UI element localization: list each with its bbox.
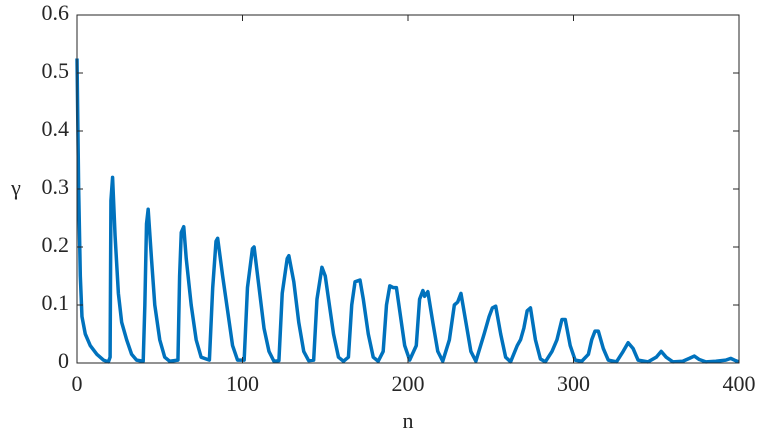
y-tick-label: 0.3: [42, 174, 70, 199]
y-tick-label: 0.2: [42, 232, 70, 257]
data-line: [75, 58, 740, 364]
y-tick-label: 0: [58, 348, 69, 373]
x-tick-label: 400: [723, 371, 756, 396]
y-tick-label: 0.5: [42, 58, 70, 83]
x-tick-label: 300: [557, 371, 590, 396]
x-tick-label: 100: [226, 371, 259, 396]
y-tick-label: 0.6: [42, 0, 70, 25]
y-tick-label: 0.1: [42, 290, 70, 315]
x-tick-label: 0: [72, 371, 83, 396]
x-axis-label: n: [403, 408, 414, 433]
plot-frame: [76, 14, 740, 364]
y-axis-label: γ: [10, 175, 21, 200]
y-tick-label: 0.4: [42, 116, 70, 141]
x-tick-label: 200: [392, 371, 425, 396]
